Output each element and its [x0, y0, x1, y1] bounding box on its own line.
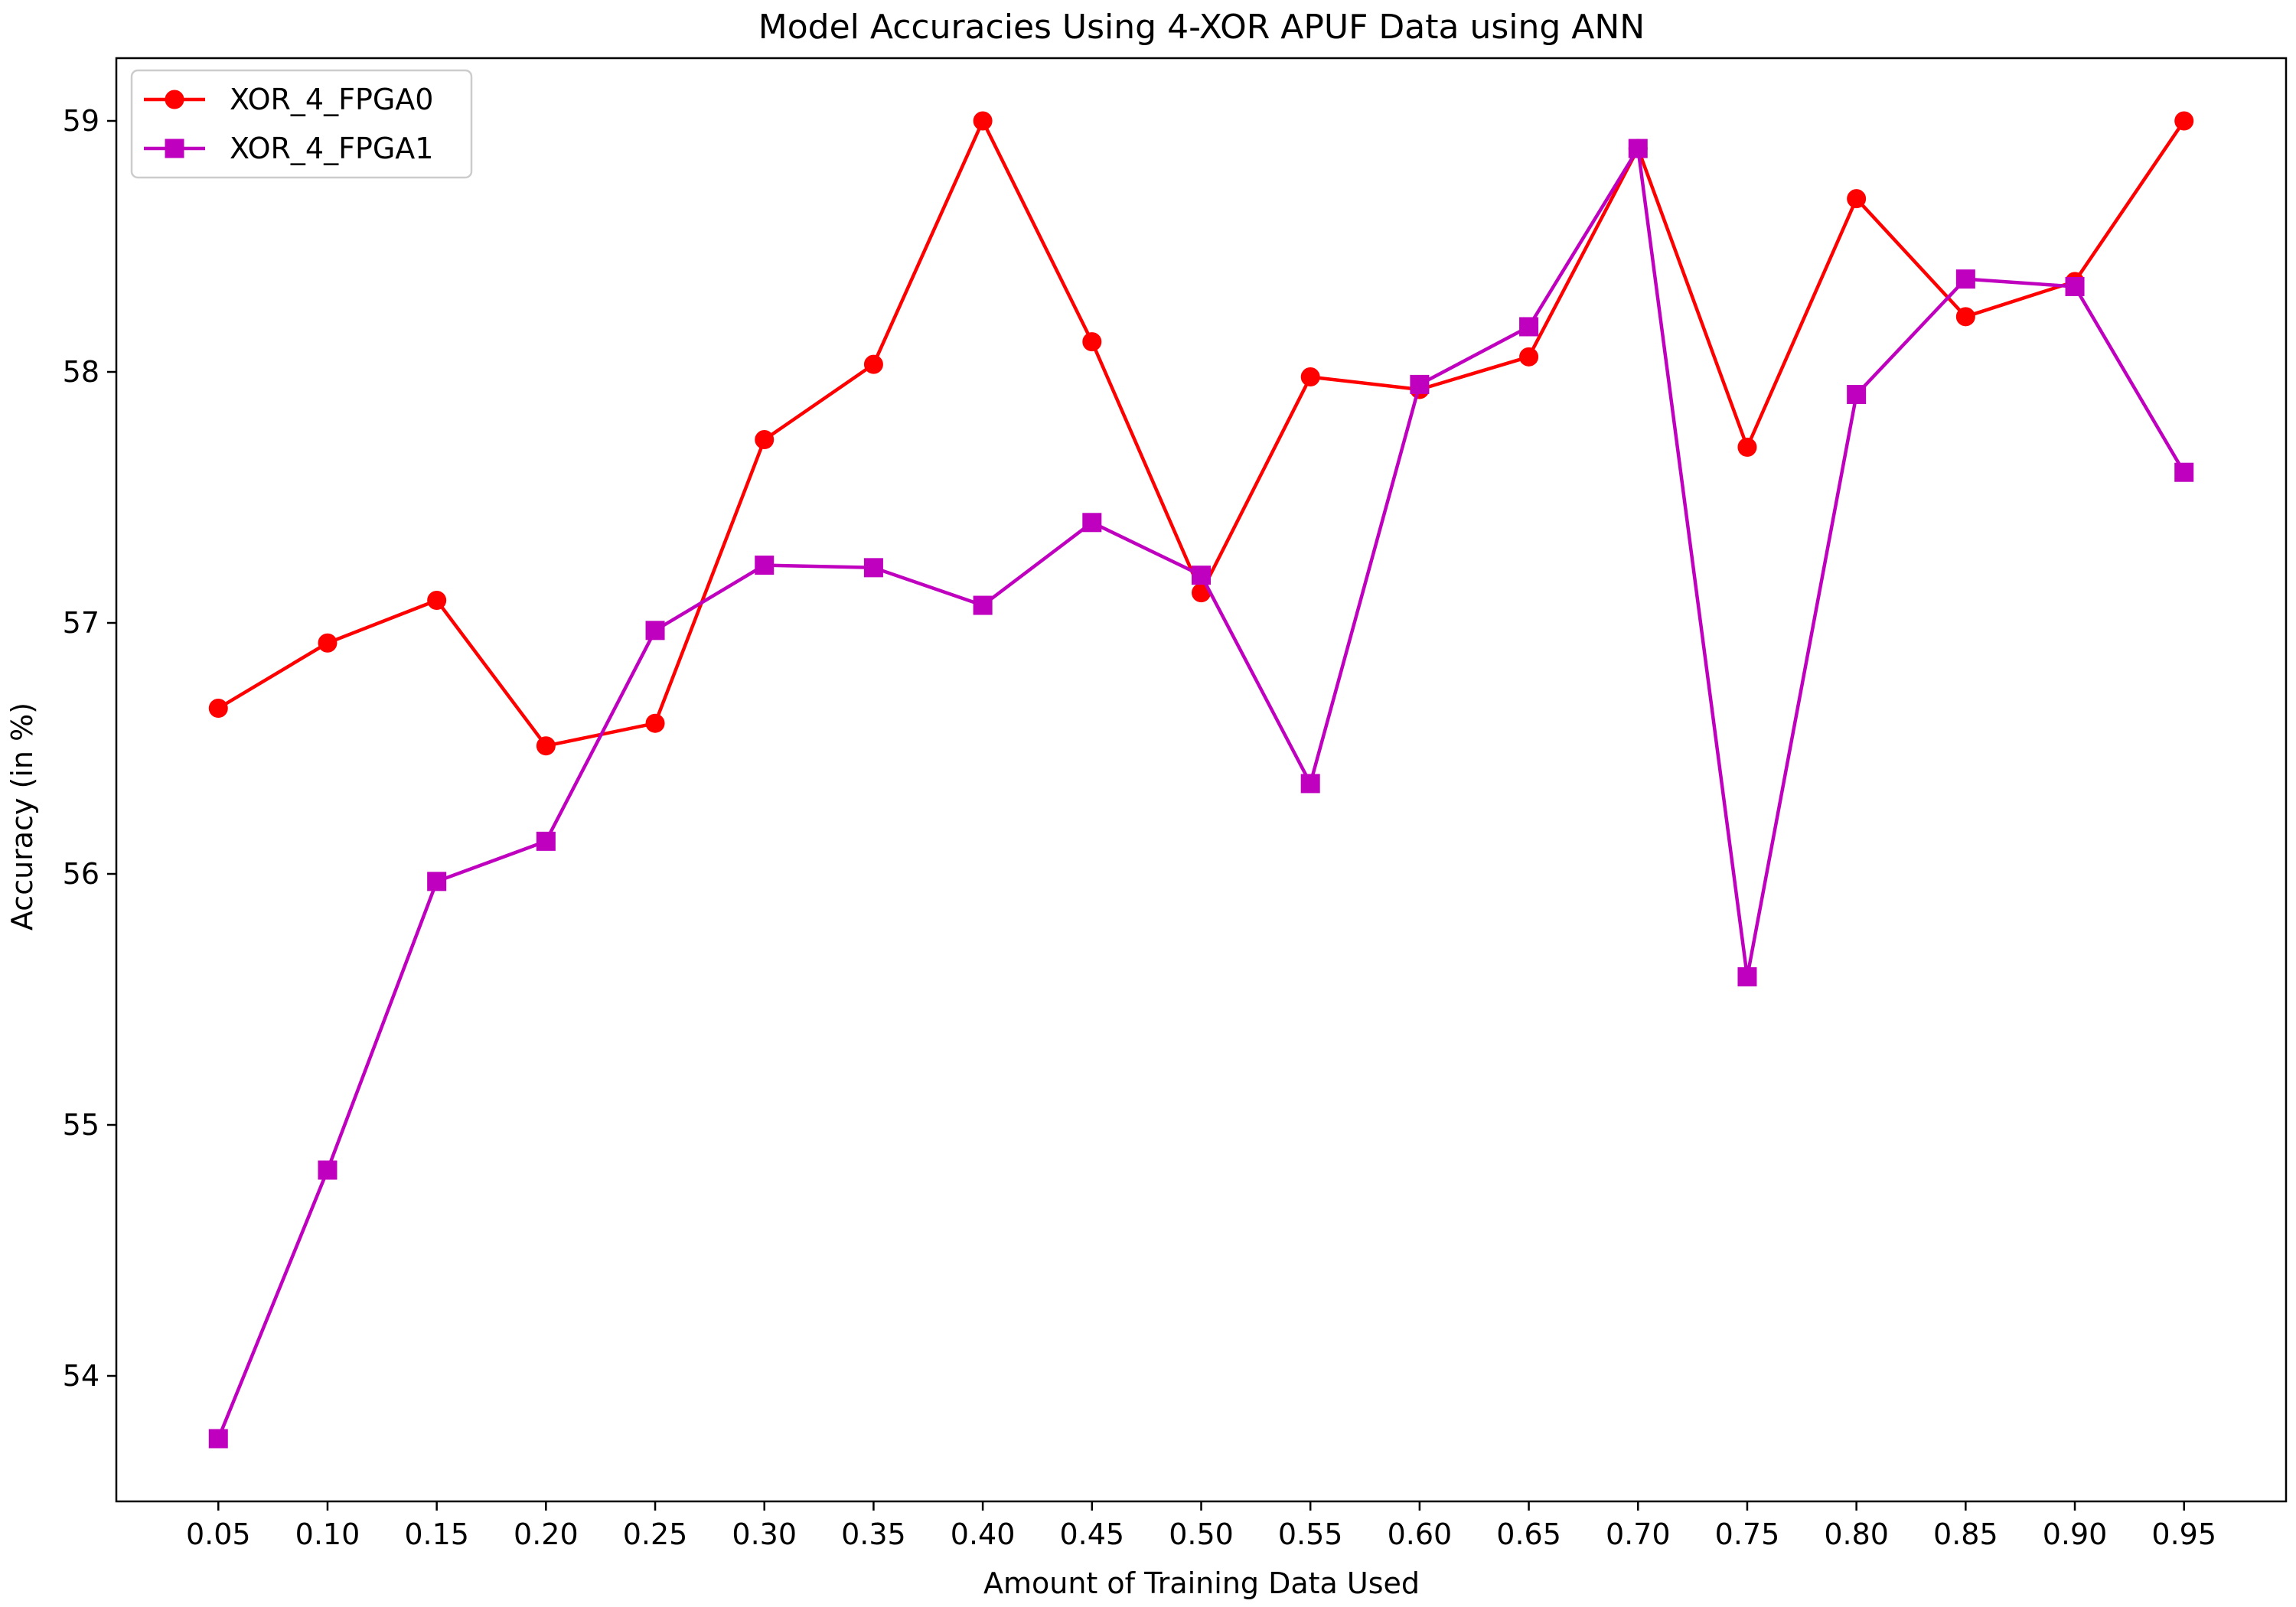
data-point [755, 556, 775, 575]
x-tick-label: 0.50 [1169, 1517, 1234, 1551]
data-point [1300, 367, 1320, 387]
y-tick-label: 58 [63, 355, 99, 389]
y-tick-label: 59 [63, 104, 99, 138]
data-point [427, 590, 447, 610]
data-point [863, 558, 883, 578]
data-point [208, 699, 228, 719]
x-axis-label: Amount of Training Data Used [983, 1566, 1420, 1600]
x-tick-label: 0.10 [295, 1517, 360, 1551]
x-tick-label: 0.35 [841, 1517, 906, 1551]
legend-box [130, 69, 473, 179]
legend-marker [165, 139, 184, 158]
data-point [1847, 189, 1867, 209]
data-point [536, 831, 556, 851]
x-tick-label: 0.15 [404, 1517, 469, 1551]
x-tick-label: 0.55 [1278, 1517, 1343, 1551]
data-point [1082, 332, 1102, 352]
data-point [973, 111, 993, 131]
data-point [1519, 347, 1539, 367]
data-point [2174, 111, 2194, 131]
legend: XOR_4_FPGA0 XOR_4_FPGA1 [130, 69, 473, 179]
data-point [1737, 966, 1757, 986]
data-point [208, 1429, 228, 1449]
data-point [427, 872, 447, 892]
y-tick-label: 54 [63, 1359, 99, 1393]
x-tick-label: 0.85 [1933, 1517, 1998, 1551]
x-tick-label: 0.65 [1496, 1517, 1561, 1551]
data-point [863, 354, 883, 374]
y-tick-label: 56 [63, 857, 99, 891]
x-tick-label: 0.45 [1060, 1517, 1125, 1551]
y-tick-label: 57 [63, 606, 99, 640]
x-tick-label: 0.05 [186, 1517, 251, 1551]
data-point [536, 736, 556, 756]
legend-label: XOR_4_FPGA1 [230, 132, 433, 165]
x-tick-label: 0.90 [2043, 1517, 2108, 1551]
data-point [1192, 566, 1211, 585]
x-tick-label: 0.30 [732, 1517, 797, 1551]
x-tick-label: 0.40 [951, 1517, 1016, 1551]
data-point [2065, 276, 2085, 296]
data-point [1847, 385, 1867, 405]
data-point [1519, 317, 1539, 337]
data-point [2174, 462, 2194, 482]
x-tick-label: 0.70 [1606, 1517, 1671, 1551]
x-tick-label: 0.80 [1824, 1517, 1889, 1551]
data-point [1300, 774, 1320, 794]
data-point [1955, 269, 1975, 289]
data-point [1082, 513, 1102, 533]
x-tick-label: 0.95 [2151, 1517, 2216, 1551]
data-point [973, 595, 993, 615]
data-point [318, 633, 338, 653]
x-tick-label: 0.75 [1715, 1517, 1780, 1551]
data-point [318, 1160, 338, 1180]
x-tick-label: 0.20 [514, 1517, 579, 1551]
data-point [645, 713, 665, 733]
data-point [1410, 374, 1430, 394]
y-axis-label: Accuracy (in %) [5, 702, 39, 931]
data-point [755, 430, 775, 450]
chart-title: Model Accuracies Using 4-XOR APUF Data u… [758, 8, 1645, 47]
legend-label: XOR_4_FPGA0 [230, 83, 433, 116]
x-tick-label: 0.60 [1388, 1517, 1453, 1551]
data-point [1737, 437, 1757, 457]
data-point [1955, 307, 1975, 327]
y-tick-label: 55 [63, 1108, 99, 1142]
x-tick-label: 0.25 [623, 1517, 688, 1551]
data-point [645, 621, 665, 641]
plot-area: 0.05 0.10 0.15 0.20 0.25 0.30 0.35 0.40 0.45 0.50… [63, 57, 2288, 1551]
data-point [1628, 139, 1648, 158]
legend-marker [165, 90, 184, 109]
